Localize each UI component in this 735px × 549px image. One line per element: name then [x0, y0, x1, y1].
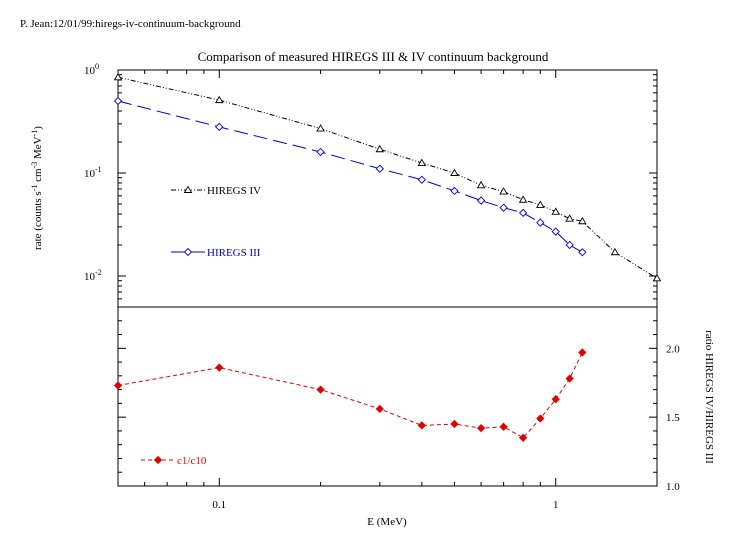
- data-point: [476, 424, 486, 433]
- data-point: [565, 374, 574, 383]
- data-point: [565, 214, 574, 222]
- legend-label: c1/c10: [177, 455, 207, 467]
- series-line: [117, 352, 583, 439]
- top-y-tick-label: 10-1: [84, 165, 102, 180]
- data-point: [476, 180, 486, 189]
- data-point: [316, 124, 325, 132]
- ylabel-main: rate (counts s: [32, 191, 44, 250]
- header-note: P. Jean:12/01/99:hiregs-iv-continuum-bac…: [20, 18, 241, 30]
- legend-label: HIREGS III: [207, 247, 261, 259]
- bottom-y-tick-label: 2.0: [666, 343, 680, 355]
- data-point: [183, 247, 193, 257]
- ylabel-mid2: MeV: [32, 136, 44, 161]
- data-point: [578, 348, 587, 357]
- data-point: [215, 122, 224, 132]
- data-point: [113, 381, 123, 390]
- data-point: [183, 185, 193, 193]
- data-point: [450, 419, 459, 429]
- data-point: [518, 208, 528, 218]
- top-y-tick-exp: 0: [95, 62, 99, 71]
- series-hiregs-iv: [113, 72, 662, 282]
- data-point: [565, 240, 574, 250]
- top-y-tick-base: 10: [84, 271, 96, 283]
- top-y-tick-base: 10: [84, 65, 96, 77]
- ylabel-sup3: -1: [30, 130, 39, 137]
- data-point: [476, 196, 486, 205]
- bottom-y-tick-label: 1.5: [666, 412, 680, 424]
- data-point: [214, 95, 224, 104]
- data-point: [536, 218, 545, 227]
- top-y-tick-exp: -1: [95, 165, 102, 174]
- top-y-tick-exp: -2: [95, 268, 102, 277]
- data-point: [375, 144, 385, 153]
- data-point: [551, 395, 560, 404]
- x-tick-label: 0.1: [212, 499, 226, 511]
- bottom-y-axis-label: ratio HIREGS IV/HIREGS III: [703, 330, 715, 464]
- data-point: [518, 195, 528, 203]
- data-point: [316, 385, 325, 394]
- data-point: [113, 72, 123, 81]
- top-y-tick-base: 10: [84, 168, 96, 180]
- series-line: [117, 100, 583, 253]
- legend-entry: HIREGS IV: [171, 185, 261, 197]
- legend-entry: HIREGS III: [171, 247, 261, 259]
- series-line: [117, 76, 658, 279]
- data-point: [610, 247, 620, 256]
- data-point: [417, 158, 427, 166]
- data-point: [578, 216, 587, 225]
- data-point: [375, 404, 384, 414]
- series-hiregs-iii: [113, 96, 587, 257]
- series-layer: [113, 72, 662, 442]
- data-point: [578, 248, 587, 257]
- legend-layer: HIREGS IV HIREGS III c1/c10: [141, 185, 261, 467]
- legend-entry: c1/c10: [141, 455, 207, 467]
- data-point: [215, 363, 224, 372]
- data-point: [536, 200, 545, 208]
- data-point: [518, 433, 528, 442]
- data-point: [499, 203, 508, 212]
- data-point: [316, 147, 325, 157]
- data-point: [551, 227, 560, 236]
- data-point: [375, 164, 384, 173]
- data-point: [113, 96, 123, 106]
- data-point: [450, 168, 459, 176]
- ylabel-end: ): [32, 126, 44, 130]
- data-point: [417, 421, 426, 430]
- chart-title: Comparison of measured HIREGS III & IV c…: [198, 49, 549, 64]
- data-point: [499, 187, 508, 195]
- ylabel-sup2: -3: [30, 162, 39, 169]
- series-c1-c10: [113, 348, 587, 442]
- top-y-tick-label: 100: [84, 62, 99, 77]
- data-point: [499, 422, 508, 431]
- data-point: [450, 186, 459, 196]
- top-y-tick-label: 10-2: [84, 268, 102, 283]
- bottom-y-tick-label: 1.0: [666, 481, 680, 493]
- x-axis-label: E (MeV): [367, 516, 407, 528]
- data-point: [153, 455, 163, 465]
- data-point: [536, 414, 545, 423]
- legend-label: HIREGS IV: [207, 185, 261, 197]
- data-point: [417, 175, 426, 184]
- top-y-axis-label: rate (counts s-1 cm-3 MeV-1): [30, 126, 44, 250]
- x-tick-label: 1: [553, 499, 559, 511]
- ylabel-sup1: -1: [30, 185, 39, 192]
- ylabel-mid1: cm: [32, 168, 44, 185]
- plot-frame: [117, 69, 658, 487]
- data-point: [652, 273, 662, 282]
- data-point: [551, 207, 561, 215]
